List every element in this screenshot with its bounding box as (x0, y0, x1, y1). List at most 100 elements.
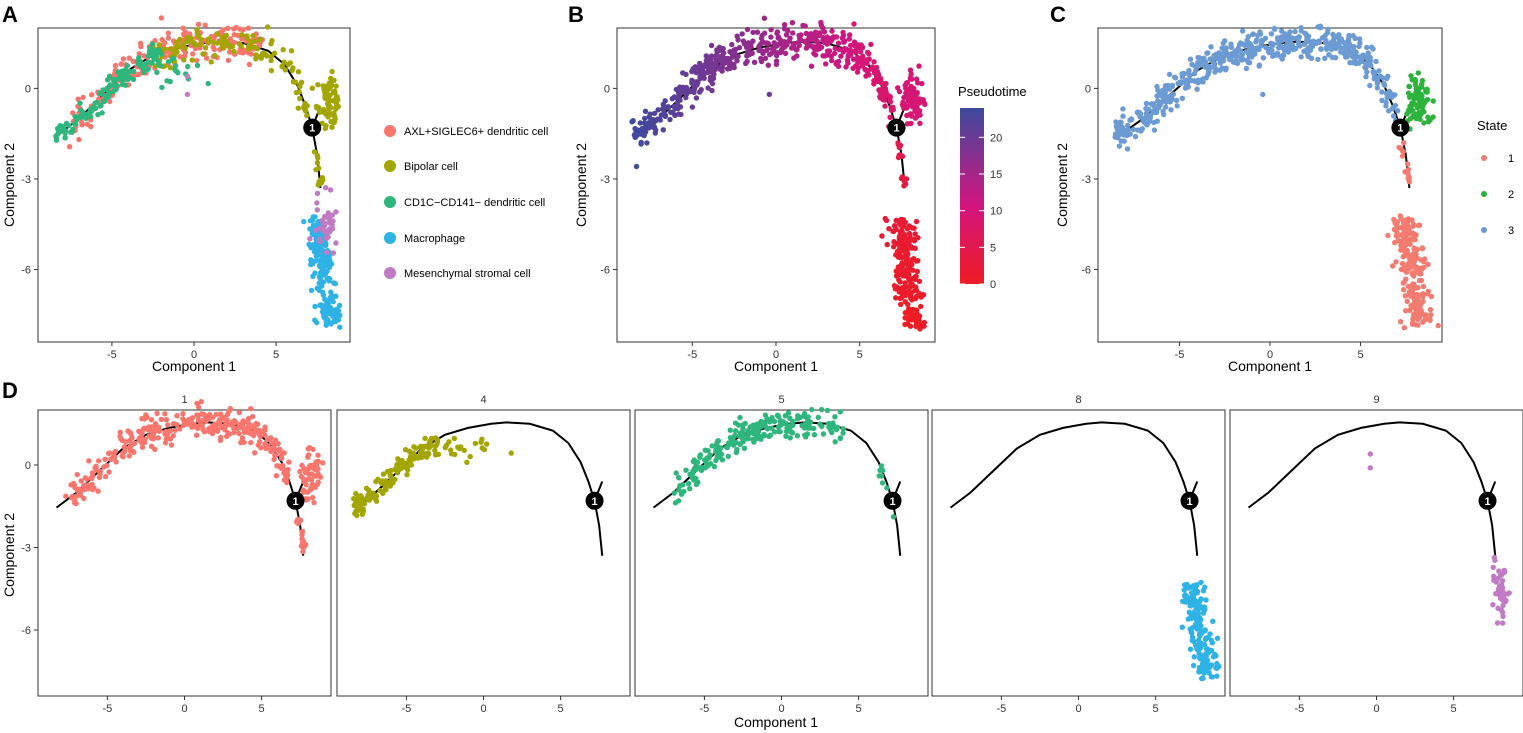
panel-c-point (1245, 59, 1252, 66)
panel-d-facet-9-point (1501, 595, 1507, 602)
panel-b-point (688, 88, 695, 94)
panel-a-point (314, 200, 320, 206)
panel-b-point (633, 163, 640, 170)
panel-c-point (1424, 96, 1431, 103)
panel-c-point (1428, 312, 1434, 318)
panel-a-point (130, 58, 136, 65)
panel-d-facet-1-point (214, 426, 220, 432)
panel-c-point (1287, 29, 1293, 35)
panel-d-facet-4-point (370, 494, 376, 500)
legend-a-label-macrophage: Macrophage (404, 233, 465, 245)
panel-d-facet-1-xtick-label: 5 (259, 703, 265, 715)
panel-c-point (1412, 82, 1419, 88)
panel-b-point (813, 44, 819, 50)
panel-b-point (756, 43, 762, 50)
panel-c-point (1305, 52, 1311, 58)
panel-a-point (182, 45, 188, 52)
panel-d-facet-5-point (890, 514, 897, 520)
panel-d-facet-5-point (758, 433, 764, 440)
panel-b-point (802, 38, 808, 45)
panel-b-point (645, 120, 652, 126)
panel-c-point (1351, 47, 1357, 54)
panel-b-point (739, 31, 745, 37)
panel-a: 1 -5 0 5 -6 -3 0 Component 1 Component 2 (1, 15, 351, 374)
panel-a-point (106, 73, 113, 79)
panel-c-point (1390, 113, 1397, 119)
panel-d-facet-9-point (1500, 613, 1506, 620)
panel-a-point (113, 82, 120, 89)
panel-c: 1 -5 0 5 -6 -3 0 Component 1 Component 2 (1054, 23, 1443, 374)
panel-d-facet-5-point (747, 424, 753, 430)
panel-d-facet-1-point (78, 478, 84, 484)
panel-b-point (898, 301, 904, 308)
panel-d-facet-1-point (165, 422, 171, 428)
panel-letter-a: A (2, 2, 18, 27)
panel-d-facet-1-point (163, 417, 170, 423)
panel-d-facet-4-point (375, 476, 381, 482)
panel-d-facet-5-point (837, 435, 843, 442)
panel-c-point (1401, 325, 1408, 331)
panel-c-point (1406, 83, 1412, 90)
panel-c-point (1290, 46, 1296, 53)
panel-b-point (653, 127, 659, 133)
panel-c-point (1119, 124, 1126, 131)
panel-a-point (280, 47, 286, 53)
panel-d-facet-1-point (203, 418, 209, 424)
panel-d-facet-1-ytick-label: -6 (21, 625, 31, 637)
panel-c-point (1208, 64, 1214, 71)
panel-d-facet-5-point (736, 433, 742, 439)
panel-c-point (1248, 44, 1255, 50)
panel-b-point (918, 99, 924, 105)
panel-a-point (251, 44, 257, 50)
panel-b-point (743, 60, 749, 67)
panel-d-facet-1-point (231, 425, 237, 431)
panel-c-point (1414, 102, 1421, 109)
panel-d-facet-4-point (484, 441, 490, 447)
panel-a-point (239, 32, 245, 38)
panel-a-ytick-label: -6 (21, 265, 31, 277)
panel-a-ticks: -5 0 5 -6 -3 0 (21, 83, 279, 361)
panel-c-point (1322, 39, 1329, 46)
panel-d-facet-8-point (1197, 620, 1203, 626)
panel-d-facet-4-point (434, 437, 441, 443)
panel-a-point (110, 88, 116, 95)
panel-a-point (329, 111, 335, 117)
panel-a-point (78, 113, 85, 119)
panel-d-facet-8-point (1187, 646, 1194, 652)
panel-c-point (1422, 317, 1428, 323)
panel-c-point (1401, 264, 1408, 270)
panel-d-facet-1-point (273, 473, 280, 479)
panel-d-facet-5-point (884, 485, 890, 491)
panel-a-point (148, 50, 154, 57)
panel-b-point (849, 48, 855, 55)
panel-d-facet-8-point (1189, 634, 1196, 640)
panel-d-facet-8-point (1208, 637, 1215, 643)
panel-d-facet-1-point (248, 439, 254, 446)
panel-c-point (1410, 316, 1416, 322)
panel-d-facet-8-branch-node-label: 1 (1186, 496, 1192, 508)
panel-d-facet-5-point (741, 445, 748, 451)
panel-d-facet-1-strip-label: 1 (181, 394, 187, 406)
panel-d-facet-8-point (1189, 630, 1195, 636)
panel-b-point (897, 266, 903, 273)
panel-c-point (1415, 322, 1421, 328)
panel-d-facet-1-point (128, 431, 134, 437)
panel-b-point (729, 41, 735, 48)
panel-b-point (713, 56, 719, 62)
panel-d-facet-1-point (271, 456, 277, 463)
legend-b-tick-label: 10 (990, 206, 1002, 218)
panel-a-point (123, 82, 129, 88)
panel-b-point (750, 38, 756, 44)
panel-d-facet-1-point (276, 446, 283, 452)
panel-d-facet-1-point (151, 423, 158, 430)
panel-d-facet-1-point (310, 482, 317, 489)
panel-b-point (758, 58, 765, 65)
panel-b-point (896, 234, 903, 240)
panel-d-facet-1-point (174, 413, 180, 419)
panel-d-facet-1-point (231, 429, 237, 436)
legend-a-label-cd1c: CD1C−CD141− dendritic cell (404, 197, 545, 209)
panel-b-xtick-label: 0 (773, 349, 779, 361)
panel-d-facet-1-point (112, 448, 119, 455)
panel-b-point (847, 42, 854, 49)
panel-d-facet-4-point (508, 450, 514, 456)
